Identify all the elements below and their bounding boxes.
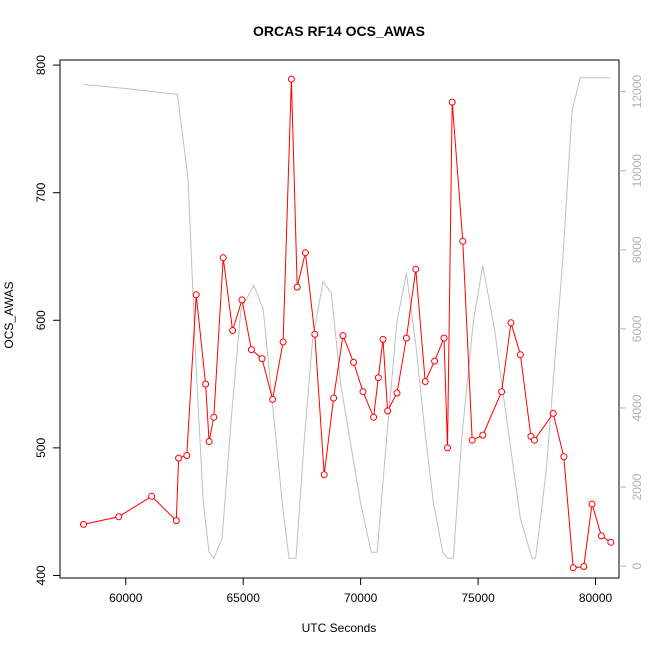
data-point (115, 513, 123, 521)
data-point (374, 374, 382, 382)
data-point (507, 319, 515, 327)
data-point (247, 346, 255, 354)
y-axis: 400 500 600 700 800 (34, 55, 60, 585)
data-point (175, 454, 183, 462)
data-point (444, 444, 451, 452)
data-point (498, 388, 506, 396)
data-point (370, 413, 378, 421)
series-layer (80, 75, 615, 572)
chart-title: ORCAS RF14 OCS_AWAS (253, 23, 425, 39)
data-point (379, 335, 387, 343)
data-point (238, 296, 246, 304)
x-tick-label: 75000 (461, 591, 495, 605)
data-point (202, 380, 210, 388)
data-point (359, 388, 367, 396)
y-tick-label: 600 (34, 310, 48, 330)
secondary-series-line (83, 77, 611, 560)
y-tick-label: 800 (34, 55, 48, 75)
data-point (210, 413, 218, 421)
data-point (293, 283, 301, 291)
y2-tick-label: 8000 (630, 236, 644, 263)
data-point (393, 389, 401, 397)
data-point (148, 492, 156, 500)
plot-frame (59, 59, 620, 579)
y2-tick-label: 0 (630, 562, 644, 569)
data-point (440, 334, 448, 342)
y2-tick-label: 4000 (630, 394, 644, 421)
data-point (431, 357, 439, 365)
x-tick-label: 80000 (579, 591, 613, 605)
data-point (311, 330, 319, 338)
data-point (229, 327, 237, 334)
data-point (549, 409, 557, 417)
x-tick-label: 60000 (109, 591, 143, 605)
data-point (269, 395, 277, 403)
data-point (479, 431, 487, 439)
y2-tick-label: 10000 (630, 154, 644, 188)
x-axis: 60000 65000 70000 75000 80000 (109, 578, 613, 605)
data-point (412, 265, 420, 273)
data-point (287, 75, 295, 83)
data-point (80, 520, 87, 528)
data-point (459, 237, 467, 245)
data-point (205, 438, 213, 445)
data-point (339, 332, 347, 340)
data-point (530, 436, 538, 444)
x-axis-label: UTC Seconds (302, 621, 377, 635)
y2-tick-label: 12000 (630, 75, 644, 109)
data-point (320, 471, 328, 479)
y2-tick-label: 2000 (630, 473, 644, 500)
x-tick-label: 70000 (344, 591, 378, 605)
data-point (607, 538, 615, 546)
data-point (421, 378, 429, 385)
data-point (402, 334, 410, 342)
data-point (588, 500, 596, 508)
data-point (597, 532, 605, 540)
data-point (350, 358, 358, 366)
y-axis-label: OCS_AWAS (2, 281, 16, 348)
data-point (301, 249, 309, 257)
data-point (560, 453, 568, 461)
y2-tick-label: 6000 (630, 315, 644, 342)
data-point (172, 517, 180, 525)
data-point (516, 351, 524, 359)
y2-axis: 0 2000 4000 6000 8000 10000 12000 (619, 75, 644, 569)
data-point (330, 394, 338, 402)
y-tick-label: 500 (34, 438, 48, 458)
data-point (279, 338, 287, 346)
data-point (183, 452, 191, 459)
data-point (468, 436, 476, 444)
y-tick-label: 700 (34, 182, 48, 202)
data-point (258, 355, 266, 363)
y-tick-label: 400 (34, 565, 48, 585)
x-tick-label: 65000 (227, 591, 261, 605)
data-point (384, 407, 392, 415)
primary-series-line (83, 79, 612, 569)
data-point (192, 291, 200, 299)
data-point (448, 98, 456, 106)
data-point (219, 254, 227, 262)
data-point (580, 563, 588, 570)
data-point (569, 564, 577, 572)
